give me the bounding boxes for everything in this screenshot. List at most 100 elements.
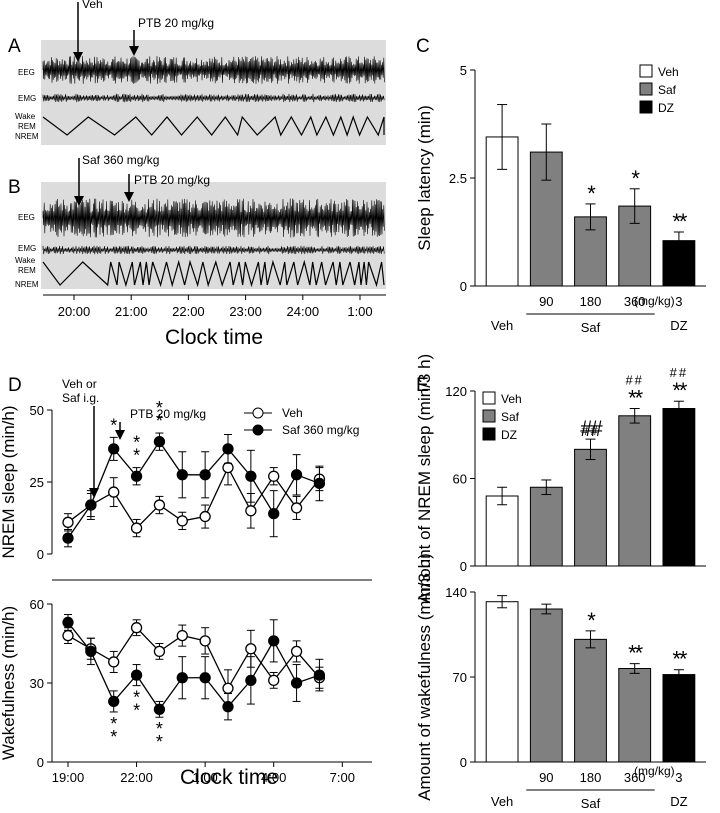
emg-waveform bbox=[42, 93, 385, 103]
bar-1 bbox=[529, 486, 563, 567]
group-label-veh: Veh bbox=[491, 318, 513, 333]
data-point bbox=[313, 669, 326, 681]
significance-star: * bbox=[156, 398, 163, 418]
legend-swatch bbox=[639, 82, 653, 96]
arrow-veh-head bbox=[73, 52, 83, 62]
arrow-label-veh-or: Veh or bbox=[62, 377, 97, 391]
y-tick-label: 140 bbox=[445, 585, 467, 600]
x-tick-label: 19:00 bbox=[52, 770, 85, 785]
x-tick-label: 90 bbox=[539, 294, 553, 309]
hypnogram-trace bbox=[42, 259, 385, 288]
legend-label: Saf bbox=[501, 410, 520, 424]
emg-waveform bbox=[42, 245, 385, 255]
significance-star: * bbox=[133, 701, 140, 721]
data-point bbox=[199, 510, 211, 523]
y-tick-label: 0 bbox=[460, 755, 467, 770]
trace-label-nrem: NREM bbox=[15, 132, 39, 141]
group-label-saf: Saf bbox=[581, 320, 601, 335]
group-label-dz: DZ bbox=[670, 318, 687, 333]
y-tick-label: 50 bbox=[30, 403, 44, 418]
data-point bbox=[153, 703, 166, 715]
x-tick-label: 22:00 bbox=[172, 304, 205, 319]
arrow-ptb-head bbox=[115, 430, 125, 440]
x-tick-label: 3 bbox=[675, 770, 682, 785]
data-point bbox=[313, 477, 326, 490]
legend-marker-veh bbox=[252, 407, 264, 419]
bar-0 bbox=[485, 495, 519, 567]
eeg-waveform bbox=[42, 198, 385, 238]
legend-swatch bbox=[639, 64, 653, 78]
data-point bbox=[130, 522, 143, 534]
significance-hash: ## bbox=[625, 373, 643, 388]
x-tick-label: 22:00 bbox=[120, 770, 153, 785]
bar-3 bbox=[618, 415, 652, 567]
data-point bbox=[108, 695, 120, 708]
trace-label-wake: Wake bbox=[15, 112, 36, 121]
y-axis-title: Amount of NREM sleep (min/3 h) bbox=[415, 354, 434, 603]
arrow-saf-head bbox=[74, 196, 84, 206]
legend-swatch bbox=[639, 100, 653, 114]
y-axis-title: Amount of wakefulness (min/3 h) bbox=[415, 553, 434, 801]
series-line-1 bbox=[67, 440, 320, 539]
data-point bbox=[130, 669, 143, 681]
bar-2 bbox=[574, 448, 607, 567]
panel-letter-d: D bbox=[8, 375, 22, 396]
data-point bbox=[268, 635, 280, 647]
panel-letter-e: E bbox=[416, 375, 429, 396]
y-axis-title: Wakefulness (min/h) bbox=[0, 606, 18, 760]
arrow-treatment-head bbox=[89, 488, 99, 498]
arrow-ptb-b-head bbox=[124, 192, 134, 202]
emg-trace bbox=[42, 93, 385, 103]
significance-star: * bbox=[110, 714, 117, 734]
data-point bbox=[130, 470, 143, 482]
data-point bbox=[108, 443, 120, 455]
significance-star: * bbox=[133, 446, 140, 466]
y-tick-label: 60 bbox=[453, 472, 467, 487]
data-point bbox=[245, 505, 257, 517]
significance-star: ** bbox=[672, 378, 688, 403]
x-tick-label: 3 bbox=[675, 294, 682, 309]
y-tick-label: 2.5 bbox=[449, 171, 467, 186]
data-point bbox=[268, 674, 280, 687]
data-point bbox=[62, 616, 74, 629]
group-label-dz: DZ bbox=[670, 794, 687, 809]
time-axis-ticks: 20:00 21:00 22:00 23:00 24:00 1:00 bbox=[58, 295, 373, 319]
x-tick-label: 23:00 bbox=[229, 304, 262, 319]
significance-hash: ## bbox=[581, 423, 599, 438]
bar-3 bbox=[618, 668, 652, 763]
significance-star: * bbox=[587, 181, 596, 206]
legend-label: Saf bbox=[658, 83, 677, 97]
significance-star: * bbox=[156, 411, 163, 431]
legend-swatch bbox=[482, 391, 496, 405]
legend-label: DZ bbox=[501, 428, 517, 442]
x-tick-label: 90 bbox=[539, 770, 553, 785]
significance-hash: ## bbox=[670, 365, 688, 380]
arrow-label-saf: Saf 360 mg/kg bbox=[82, 153, 159, 167]
series-line-0 bbox=[67, 466, 320, 530]
panel-a-recording: EEG EMG Wake REM NREM Veh PTB 20 mg/kg bbox=[15, 0, 386, 145]
bar-0 bbox=[485, 136, 519, 287]
data-point bbox=[290, 469, 303, 481]
data-point bbox=[85, 645, 97, 658]
data-point bbox=[199, 469, 211, 481]
x-tick-label: 21:00 bbox=[115, 304, 148, 319]
bar-2 bbox=[574, 638, 607, 763]
significance-star: * bbox=[110, 727, 117, 747]
unit-label-c: (mg/kg) bbox=[634, 294, 675, 308]
significance-star: ** bbox=[672, 647, 688, 672]
data-point bbox=[85, 499, 97, 511]
trace-label-wake: Wake bbox=[15, 256, 36, 265]
x-tick-label: 360 bbox=[624, 294, 646, 309]
y-tick-label: 25 bbox=[30, 475, 44, 490]
data-point bbox=[176, 672, 188, 684]
data-point bbox=[222, 461, 234, 474]
hypnogram-path bbox=[42, 115, 385, 137]
y-tick-label: 30 bbox=[30, 676, 44, 691]
data-point bbox=[268, 470, 280, 482]
data-point bbox=[268, 508, 280, 520]
significance-star: * bbox=[133, 688, 140, 708]
data-point bbox=[245, 643, 257, 655]
panel-letter-c: C bbox=[416, 36, 430, 57]
y-axis-title: NREM sleep (min/h) bbox=[0, 405, 18, 558]
data-point bbox=[130, 622, 143, 634]
